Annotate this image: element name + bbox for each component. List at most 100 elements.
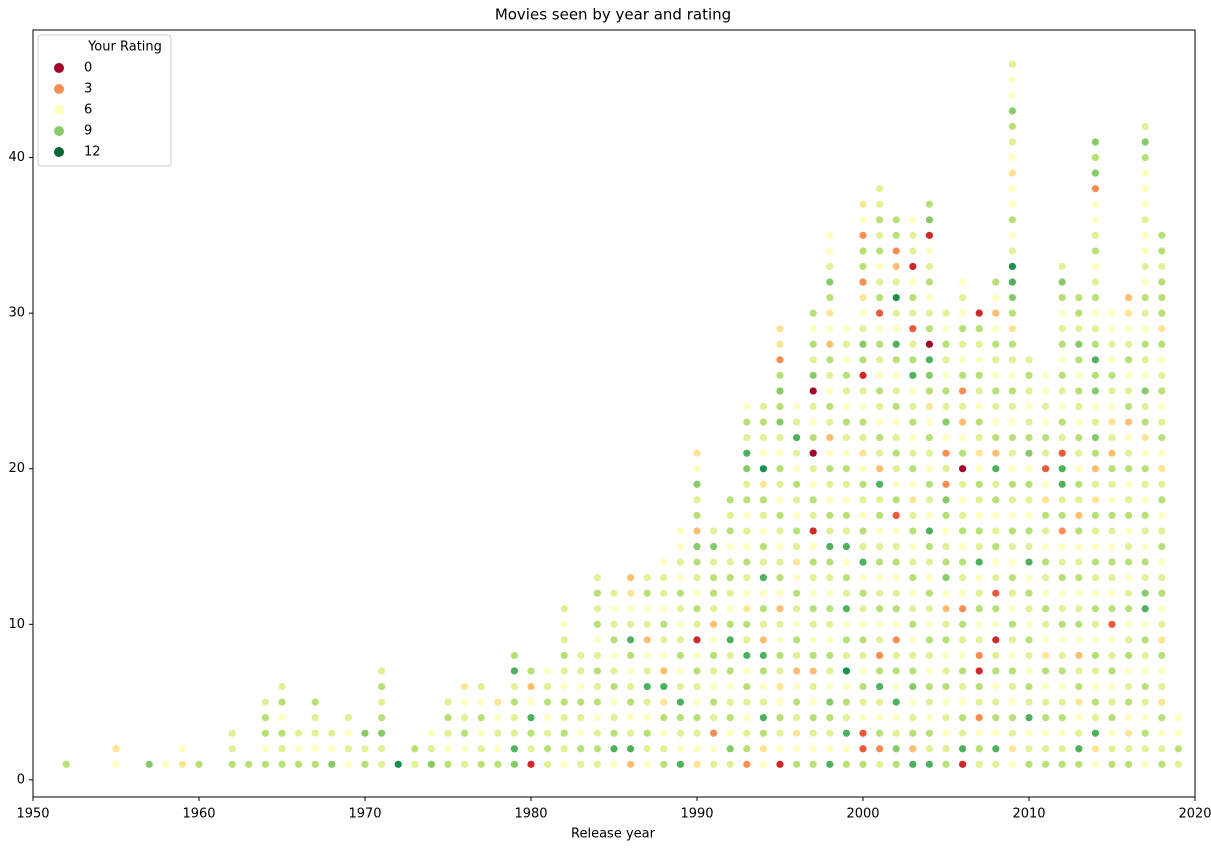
movie-dot bbox=[1008, 216, 1017, 224]
movie-dot bbox=[560, 714, 568, 722]
movie-dot bbox=[975, 511, 983, 520]
movie-dot bbox=[560, 620, 568, 628]
movie-dot bbox=[1125, 402, 1133, 411]
movie-dot bbox=[925, 620, 934, 628]
movie-dot bbox=[959, 309, 967, 317]
movie-dot bbox=[909, 325, 917, 333]
movie-dot bbox=[809, 340, 817, 348]
movie-dot bbox=[693, 480, 701, 488]
movie-dot bbox=[1008, 605, 1017, 613]
movie-dot bbox=[1158, 371, 1166, 379]
movie-dot bbox=[826, 511, 834, 520]
movie-dot bbox=[842, 387, 851, 395]
movie-dot bbox=[1125, 589, 1133, 597]
movie-dot bbox=[1158, 231, 1166, 239]
movie-dot bbox=[942, 589, 950, 597]
movie-dot bbox=[527, 698, 535, 706]
movie-dot bbox=[759, 651, 768, 660]
movie-dot bbox=[1075, 434, 1083, 442]
movie-dot bbox=[793, 511, 801, 520]
movie-dot bbox=[809, 465, 817, 473]
movie-dot bbox=[1075, 325, 1083, 333]
movie-dot bbox=[1158, 434, 1166, 442]
movie-dot bbox=[859, 714, 867, 722]
movie-dot bbox=[1058, 636, 1066, 644]
movie-dot bbox=[660, 574, 668, 582]
movie-dot bbox=[1158, 402, 1166, 411]
movie-dot bbox=[743, 574, 751, 582]
movie-dot bbox=[1091, 402, 1099, 411]
movie-dot bbox=[1042, 387, 1050, 395]
movie-dot bbox=[1058, 558, 1066, 566]
movie-dot bbox=[1141, 371, 1149, 379]
movie-dot bbox=[278, 698, 286, 706]
movie-dot bbox=[494, 745, 502, 753]
movie-dot bbox=[842, 760, 851, 768]
movie-dot bbox=[1025, 574, 1033, 582]
movie-dot bbox=[544, 745, 552, 753]
movie-dot bbox=[859, 262, 867, 271]
movie-dot bbox=[942, 480, 950, 488]
movie-dot bbox=[876, 480, 884, 488]
movie-dot bbox=[1058, 714, 1066, 722]
movie-dot bbox=[776, 480, 784, 488]
movie-dot bbox=[1158, 309, 1166, 317]
movie-dot bbox=[826, 262, 834, 271]
movie-dot bbox=[1008, 231, 1017, 239]
movie-dot bbox=[1075, 651, 1083, 660]
movie-dot bbox=[693, 745, 701, 753]
movie-dot bbox=[975, 636, 983, 644]
movie-dot bbox=[909, 729, 917, 737]
x-tick-label: 1990 bbox=[680, 807, 713, 822]
movie-dot bbox=[610, 651, 618, 660]
movie-dot bbox=[859, 293, 867, 302]
movie-dot bbox=[992, 496, 1000, 504]
movie-dot bbox=[544, 682, 552, 691]
movie-dot bbox=[1125, 760, 1133, 768]
movie-dot bbox=[909, 682, 917, 691]
movie-dot bbox=[842, 745, 851, 753]
movie-dot bbox=[1042, 527, 1050, 535]
movie-dot bbox=[1042, 480, 1050, 488]
movie-dot bbox=[1091, 262, 1099, 271]
movie-dot bbox=[527, 760, 535, 768]
movie-dot bbox=[809, 371, 817, 379]
movie-dot bbox=[1141, 387, 1149, 395]
movie-dot bbox=[743, 511, 751, 520]
movie-dot bbox=[1075, 356, 1083, 364]
movie-dot bbox=[909, 434, 917, 442]
movie-dot bbox=[793, 745, 801, 753]
movie-dot bbox=[842, 714, 851, 722]
movie-dot bbox=[710, 745, 718, 753]
movie-dot bbox=[892, 589, 900, 597]
movie-dot bbox=[1025, 402, 1033, 411]
movie-dot bbox=[444, 745, 452, 753]
movie-dot bbox=[311, 729, 319, 737]
movie-dot bbox=[510, 698, 518, 706]
movie-dot bbox=[793, 527, 801, 535]
movie-dot bbox=[992, 309, 1000, 317]
movie-dot bbox=[759, 418, 768, 426]
movie-dot bbox=[925, 511, 934, 520]
movie-dot bbox=[1025, 558, 1033, 566]
movie-dot bbox=[510, 714, 518, 722]
movie-dot bbox=[444, 714, 452, 722]
movie-dot bbox=[959, 605, 967, 613]
movie-dot bbox=[577, 667, 585, 675]
movie-dot bbox=[1174, 714, 1182, 722]
movie-dot bbox=[1141, 278, 1149, 286]
movie-dot bbox=[477, 745, 485, 753]
movie-dot bbox=[1008, 262, 1017, 271]
movie-dot bbox=[892, 527, 900, 535]
movie-dot bbox=[693, 636, 701, 644]
movie-dot bbox=[826, 480, 834, 488]
movie-dot bbox=[593, 698, 602, 706]
movie-dot bbox=[992, 340, 1000, 348]
movie-dot bbox=[793, 574, 801, 582]
movie-dot bbox=[461, 729, 469, 737]
movie-dot bbox=[859, 402, 867, 411]
movie-dot bbox=[859, 589, 867, 597]
movie-dot bbox=[461, 698, 469, 706]
movie-dot bbox=[1091, 371, 1099, 379]
